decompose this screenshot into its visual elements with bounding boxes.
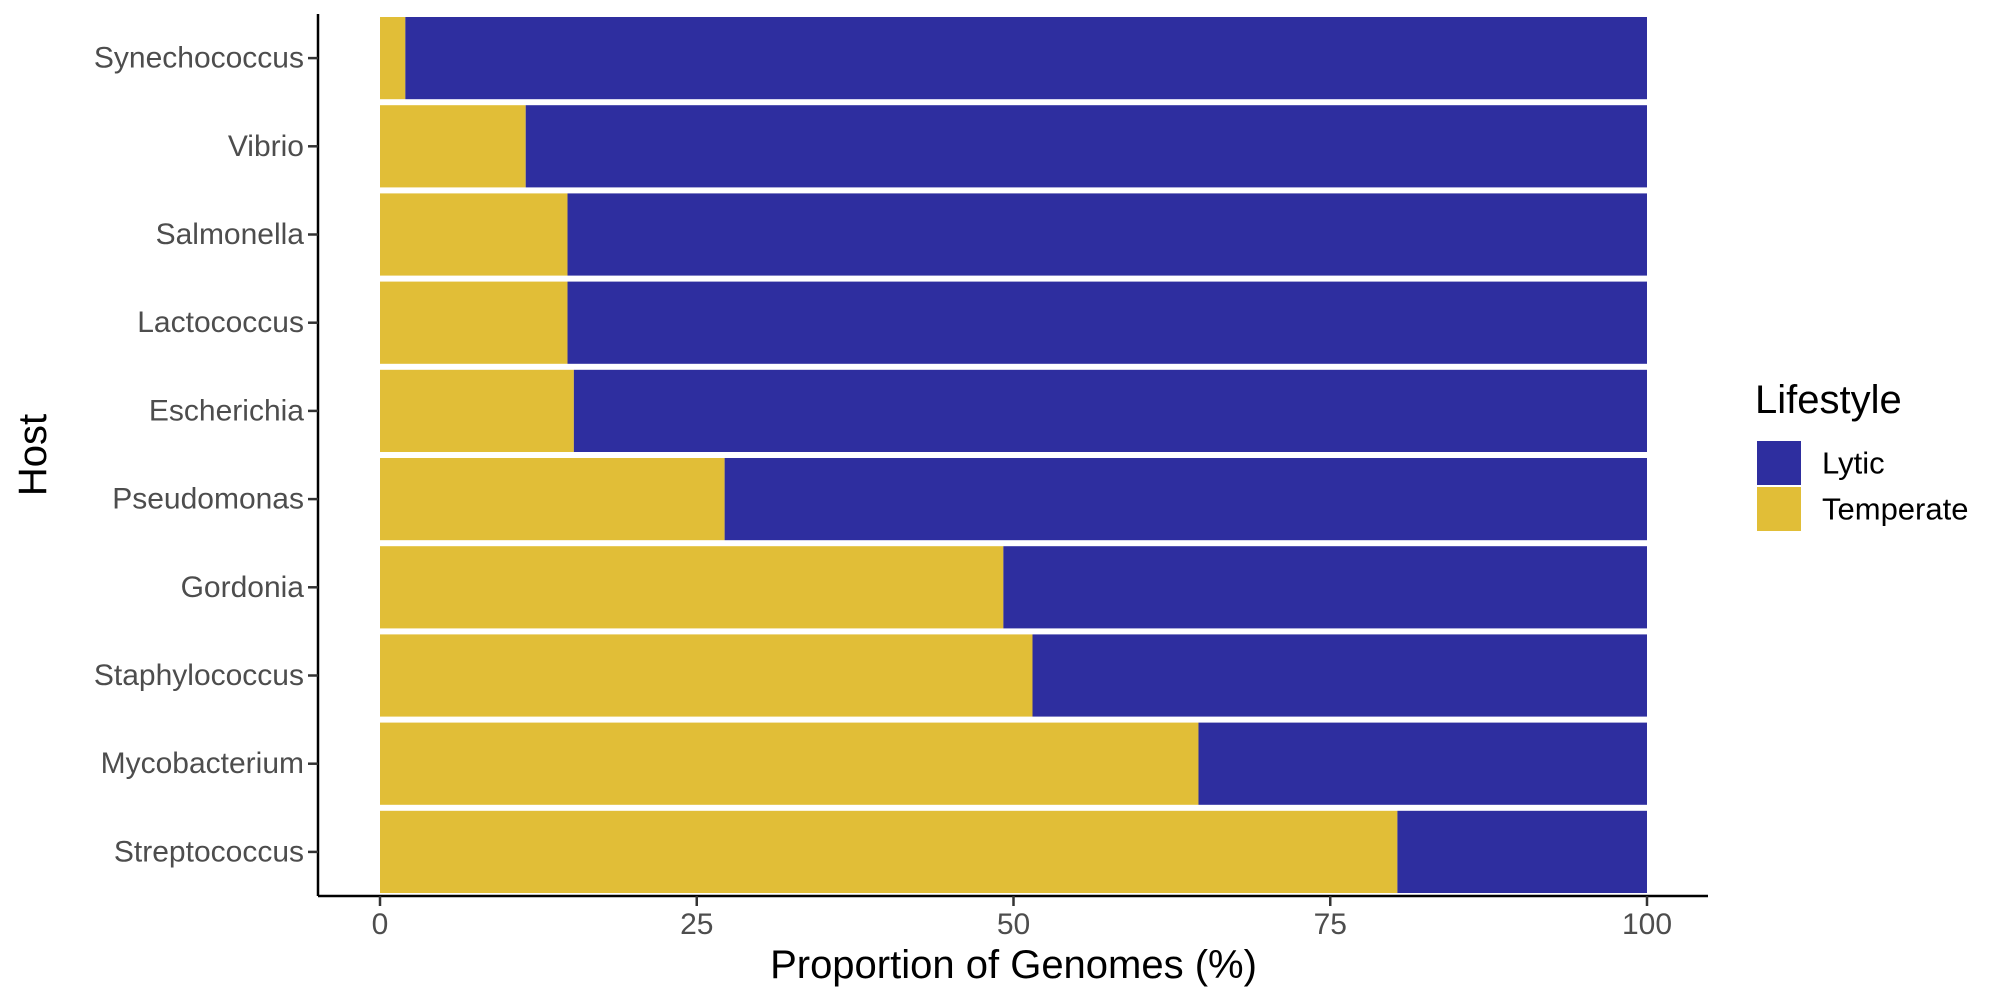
bar-synechococcus-lytic — [405, 17, 1648, 100]
bar-pseudomonas-lytic — [724, 458, 1647, 541]
legend-label-lytic: Lytic — [1822, 446, 1885, 481]
legend-title: Lifestyle — [1755, 378, 1902, 422]
legend-swatch-temperate — [1757, 487, 1801, 531]
y-tick-label-vibrio: Vibrio — [228, 130, 304, 163]
x-tick-label-50: 50 — [997, 908, 1030, 941]
bar-escherichia-temperate — [380, 369, 574, 452]
bar-gordonia-temperate — [380, 546, 1004, 629]
bar-gordonia-lytic — [1003, 546, 1647, 629]
legend: Lifestyle Lytic Temperate — [1755, 378, 1968, 531]
bar-mycobacterium-lytic — [1198, 722, 1647, 805]
bar-streptococcus-temperate — [380, 810, 1398, 893]
y-axis-ticks: Synechococcus Vibrio Salmonella Lactococcus… — [94, 42, 318, 868]
y-tick-label-synechococcus: Synechococcus — [94, 42, 304, 75]
bar-lactococcus-lytic — [567, 281, 1647, 364]
y-tick-label-lactococcus: Lactococcus — [137, 306, 304, 339]
bar-vibrio-temperate — [380, 105, 526, 188]
bar-pseudomonas-temperate — [380, 458, 725, 541]
legend-swatch-lytic — [1757, 441, 1801, 485]
x-tick-label-0: 0 — [372, 908, 389, 941]
y-tick-label-gordonia: Gordonia — [181, 571, 305, 604]
y-tick-label-streptococcus: Streptococcus — [114, 835, 304, 868]
x-axis-ticks: 0 25 50 75 100 — [372, 896, 1672, 941]
bar-streptococcus-lytic — [1397, 810, 1647, 893]
y-tick-label-staphylococcus: Staphylococcus — [94, 659, 304, 692]
x-axis-title: Proportion of Genomes (%) — [770, 943, 1257, 987]
x-tick-label-75: 75 — [1314, 908, 1347, 941]
y-tick-label-salmonella: Salmonella — [156, 218, 305, 251]
bar-mycobacterium-temperate — [380, 722, 1199, 805]
y-axis-title: Host — [11, 414, 55, 496]
x-tick-label-100: 100 — [1622, 908, 1672, 941]
bar-lactococcus-temperate — [380, 281, 568, 364]
y-tick-label-mycobacterium: Mycobacterium — [101, 747, 304, 780]
bar-vibrio-lytic — [525, 105, 1647, 188]
bar-salmonella-lytic — [567, 193, 1647, 276]
bar-escherichia-lytic — [573, 369, 1647, 452]
y-tick-label-pseudomonas: Pseudomonas — [112, 483, 304, 516]
bar-salmonella-temperate — [380, 193, 568, 276]
legend-label-temperate: Temperate — [1822, 492, 1968, 527]
x-tick-label-25: 25 — [680, 908, 713, 941]
bar-staphylococcus-lytic — [1032, 634, 1647, 717]
bar-synechococcus-temperate — [380, 17, 406, 100]
y-tick-label-escherichia: Escherichia — [149, 394, 304, 427]
bars-layer — [380, 17, 1648, 893]
bar-staphylococcus-temperate — [380, 634, 1033, 717]
